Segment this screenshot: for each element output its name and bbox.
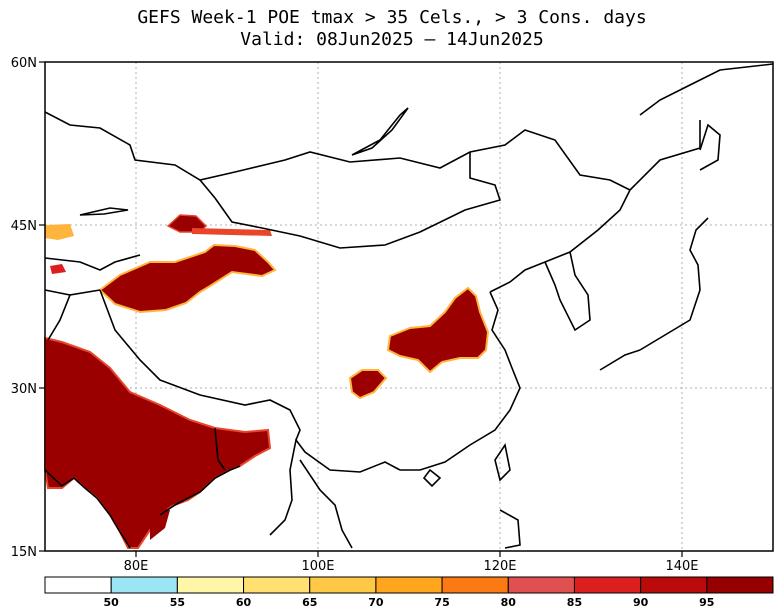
lat-label: 60N — [11, 56, 37, 71]
colorbar: 50 55 60 65 70 75 80 85 90 95 — [44, 576, 774, 609]
map-title: GEFS Week-1 POE tmax > 35 Cels., > 3 Con… — [137, 7, 647, 28]
grid-lines — [45, 62, 773, 551]
shade-dzungaria — [166, 214, 208, 233]
colorbar-swatch — [309, 576, 377, 594]
colorbar-label: 95 — [699, 596, 714, 609]
tick-marks — [39, 61, 683, 557]
colorbar-swatch — [507, 576, 575, 594]
colorbar-label: 85 — [567, 596, 582, 609]
colorbar-label: 90 — [633, 596, 649, 609]
colorbar-label: 50 — [104, 596, 120, 609]
shade-central-china — [386, 286, 490, 374]
colorbar-label: 65 — [302, 596, 317, 609]
lat-label: 45N — [11, 219, 37, 234]
shade-sichuan — [348, 369, 388, 400]
probability-shading — [44, 214, 490, 549]
colorbar-swatch — [706, 576, 774, 594]
coastlines — [44, 63, 774, 549]
colorbar-swatch — [441, 576, 509, 594]
colorbar-label: 55 — [170, 596, 185, 609]
colorbar-swatch — [243, 576, 311, 594]
shade-west-40n — [50, 264, 66, 274]
map-subtitle: Valid: 08Jun2025 — 14Jun2025 — [240, 29, 544, 50]
plot-frame — [44, 61, 774, 552]
colorbar-label: 75 — [434, 596, 449, 609]
colorbar-swatch — [375, 576, 443, 594]
lon-label: 100E — [301, 559, 334, 574]
colorbar-swatch — [176, 576, 245, 594]
shade-west-45n — [45, 224, 74, 240]
lon-label: 140E — [665, 559, 698, 574]
lon-label: 120E — [483, 559, 516, 574]
shade-india-south — [150, 505, 170, 540]
colorbar-label: 70 — [368, 596, 384, 609]
lon-label: 80E — [124, 559, 149, 574]
shade-tarim — [98, 243, 277, 314]
colorbar-label: 60 — [236, 596, 252, 609]
colorbar-swatch — [44, 576, 112, 594]
shade-north-strip — [192, 228, 272, 236]
colorbar-swatch — [110, 576, 178, 594]
lat-label: 15N — [11, 545, 37, 560]
colorbar-label: 80 — [501, 596, 517, 609]
lat-label: 30N — [11, 382, 37, 397]
colorbar-swatch — [573, 576, 642, 594]
colorbar-swatch — [640, 576, 708, 594]
